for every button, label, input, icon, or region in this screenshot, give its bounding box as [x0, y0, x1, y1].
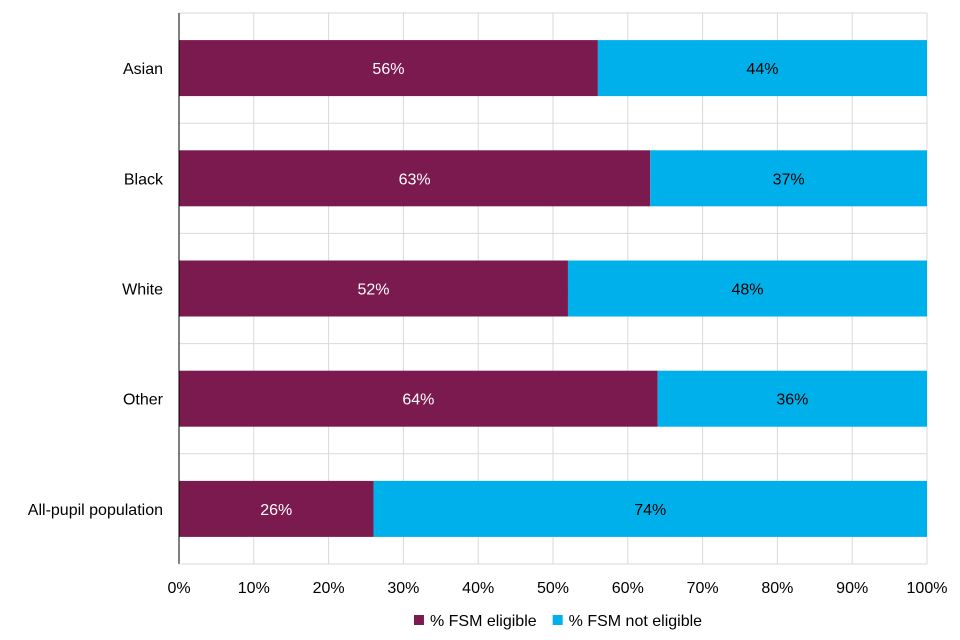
bar-segment-eligible [179, 480, 374, 537]
bar-segment-eligible [179, 40, 598, 97]
bar-segment-eligible [179, 260, 568, 317]
x-tick-label: 60% [612, 580, 644, 597]
x-tick-label: 40% [462, 580, 494, 597]
data-label: 26% [260, 502, 292, 519]
x-tick-label: 30% [387, 580, 419, 597]
bar-segment-eligible [179, 370, 658, 427]
x-tick-label: 20% [313, 580, 345, 597]
legend-label: % FSM not eligible [569, 613, 702, 630]
x-tick-label: 100% [907, 580, 948, 597]
data-label: 37% [773, 171, 805, 188]
legend-swatch [552, 615, 563, 625]
bar-segment-not-eligible [657, 370, 927, 427]
x-tick-label: 50% [537, 580, 569, 597]
data-label: 36% [776, 392, 808, 409]
data-label: 48% [731, 282, 763, 299]
x-tick-label: 0% [167, 580, 190, 597]
bar-segment-eligible [179, 150, 651, 207]
bars: 56% 44% 63% 37% 52% 48% 64% 36% 26% 74% [179, 40, 928, 537]
data-label: 56% [372, 61, 404, 78]
category-label: Other [123, 392, 164, 409]
data-label: 44% [746, 61, 778, 78]
data-label: 74% [634, 502, 666, 519]
axes: Asian Black White Other All-pupil population… [28, 13, 948, 597]
category-label: Black [124, 171, 164, 188]
category-label: Asian [123, 61, 163, 78]
bar-segment-not-eligible [373, 480, 928, 537]
legend-swatch [413, 615, 424, 625]
legend: % FSM eligible % FSM not eligible [413, 613, 702, 630]
category-label: White [122, 282, 163, 299]
bar-segment-not-eligible [597, 40, 927, 97]
legend-label: % FSM eligible [430, 613, 537, 630]
data-label: 64% [402, 392, 434, 409]
x-tick-label: 70% [687, 580, 719, 597]
data-label: 52% [357, 282, 389, 299]
x-tick-label: 90% [836, 580, 868, 597]
bar-segment-not-eligible [650, 150, 927, 207]
bar-segment-not-eligible [567, 260, 927, 317]
category-label: All-pupil population [28, 502, 163, 519]
x-tick-label: 10% [238, 580, 270, 597]
x-tick-label: 80% [761, 580, 793, 597]
data-label: 63% [399, 171, 431, 188]
